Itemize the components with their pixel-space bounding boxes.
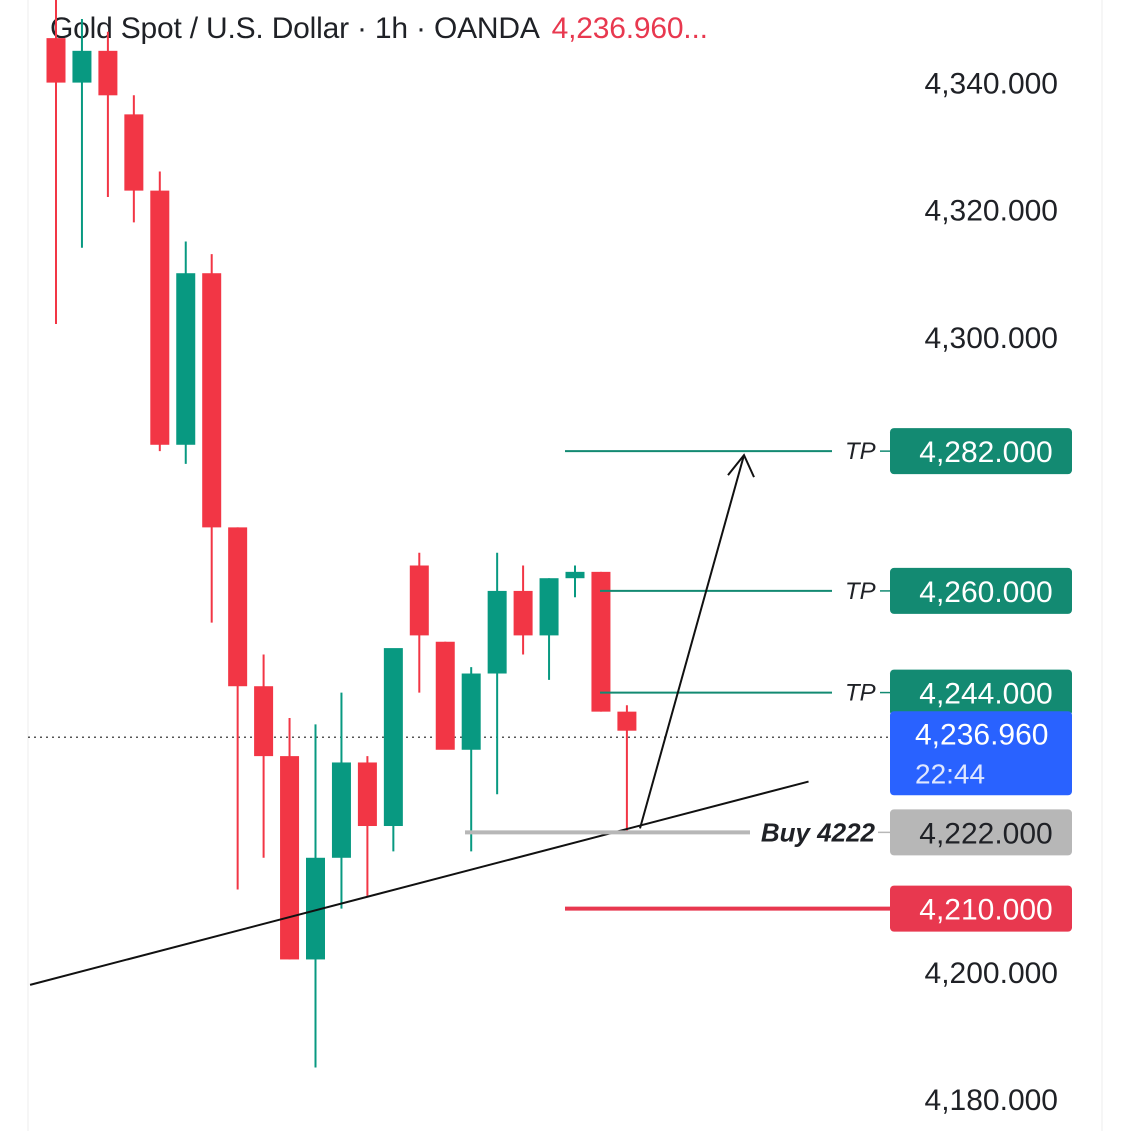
- y-tick-label: 4,340.000: [925, 68, 1058, 101]
- candle-body: [461, 673, 481, 750]
- last-price: 4,236.960...: [551, 12, 708, 45]
- candle-body: [383, 648, 403, 827]
- candle-body: [202, 273, 222, 528]
- projection-arrow-head: [727, 453, 755, 478]
- candle-body: [124, 114, 144, 191]
- candle-body: [72, 50, 92, 83]
- tp-price-tag-text: 4,282.000: [919, 436, 1052, 469]
- tp-label: TP: [845, 578, 876, 605]
- candle-body: [539, 578, 559, 636]
- candle-body: [331, 762, 351, 858]
- buy-label: Buy 4222: [761, 817, 876, 847]
- chart-title: Gold Spot / U.S. Dollar · 1h · OANDA 4,23…: [50, 12, 708, 46]
- buy-price-tag-text: 4,222.000: [919, 817, 1052, 850]
- candle-body: [617, 711, 637, 731]
- projection-arrow-line: [639, 454, 745, 829]
- tp-price-tag: [890, 669, 1072, 716]
- candle-body: [98, 50, 118, 96]
- tp-price-tag: [890, 567, 1072, 614]
- candle-body: [228, 527, 248, 687]
- y-tick-label: 4,180.000: [925, 1084, 1058, 1117]
- tp-price-tag-text: 4,244.000: [919, 678, 1052, 711]
- candle-body: [435, 641, 455, 750]
- current-price-tag-text: 4,236.960: [915, 718, 1048, 751]
- y-tick-label: 4,200.000: [925, 957, 1058, 990]
- tp-price-tag: [890, 428, 1072, 475]
- buy-price-tag: [890, 809, 1072, 856]
- candle-body: [565, 571, 585, 579]
- candle-body: [46, 38, 66, 83]
- stop-price-tag-text: 4,210.000: [919, 894, 1052, 927]
- candle-body: [280, 756, 300, 960]
- candle-body: [357, 762, 377, 827]
- candle-body: [409, 565, 429, 636]
- tp-label: TP: [845, 438, 876, 465]
- support-trendline: [29, 780, 809, 986]
- stop-price-tag: [890, 885, 1072, 932]
- candle-body: [254, 686, 274, 757]
- y-tick-label: 4,320.000: [925, 195, 1058, 228]
- candle-body: [591, 571, 611, 712]
- candle-body: [306, 857, 325, 960]
- candle-body: [150, 190, 170, 445]
- y-tick-label: 4,300.000: [925, 322, 1058, 355]
- symbol-label: Gold Spot / U.S. Dollar · 1h · OANDA: [50, 12, 540, 45]
- tp-label: TP: [845, 680, 876, 707]
- candle-body: [487, 590, 507, 674]
- tp-price-tag-text: 4,260.000: [919, 576, 1052, 609]
- current-price-tag: [890, 711, 1072, 796]
- candle-body: [176, 273, 196, 445]
- candle-body: [513, 590, 533, 636]
- bar-countdown: 22:44: [915, 758, 985, 789]
